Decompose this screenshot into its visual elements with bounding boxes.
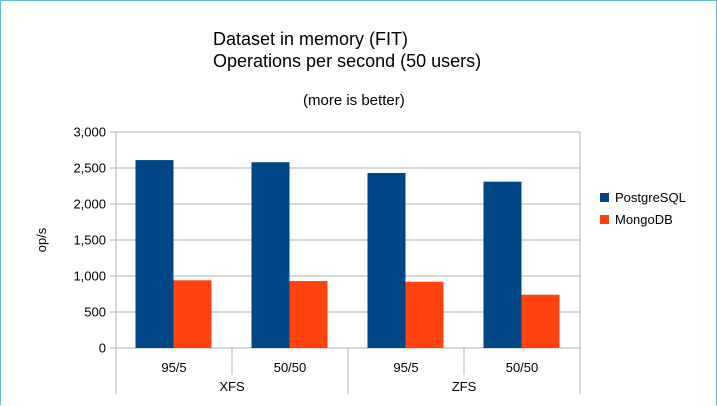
bar-mongodb-1 (289, 281, 328, 348)
chart-title-line-1: Dataset in memory (FIT) (213, 29, 409, 49)
legend-swatch-postgresql (600, 192, 609, 202)
bar-postgresql-1 (251, 162, 290, 348)
y-tick-label: 2,000 (73, 197, 106, 212)
legend: PostgreSQL MongoDB (600, 186, 686, 230)
x-tick-label: 50/50 (506, 360, 539, 375)
y-tick-label: 3,000 (73, 125, 106, 140)
x-tick-label: 50/50 (274, 360, 307, 375)
bar-mongodb-3 (521, 294, 560, 348)
x-group-label: XFS (219, 379, 245, 394)
y-tick-label: 1,500 (73, 233, 106, 248)
y-tick-label: 0 (99, 341, 106, 356)
y-tick-label: 2,500 (73, 161, 106, 176)
chart-subtitle: (more is better) (303, 92, 405, 109)
chart-title: Dataset in memory (FIT) Operations per se… (213, 28, 481, 72)
bar-postgresql-3 (483, 181, 522, 348)
legend-label-mongodb: MongoDB (615, 211, 673, 227)
y-axis-label: op/s (34, 227, 49, 252)
bar-postgresql-2 (367, 173, 406, 348)
legend-label-postgresql: PostgreSQL (615, 189, 686, 205)
x-tick-label: 95/5 (161, 360, 186, 375)
x-group-label: ZFS (452, 379, 477, 394)
legend-item-mongodb: MongoDB (600, 208, 686, 230)
y-tick-label: 1,000 (73, 269, 106, 284)
legend-swatch-mongodb (600, 214, 609, 224)
bar-mongodb-0 (173, 280, 212, 348)
bar-postgresql-0 (135, 160, 174, 348)
y-tick-label: 500 (84, 305, 106, 320)
legend-item-postgresql: PostgreSQL (600, 186, 686, 208)
x-tick-label: 95/5 (393, 360, 418, 375)
bar-mongodb-2 (405, 281, 444, 348)
chart-title-line-2: Operations per second (50 users) (213, 51, 482, 71)
